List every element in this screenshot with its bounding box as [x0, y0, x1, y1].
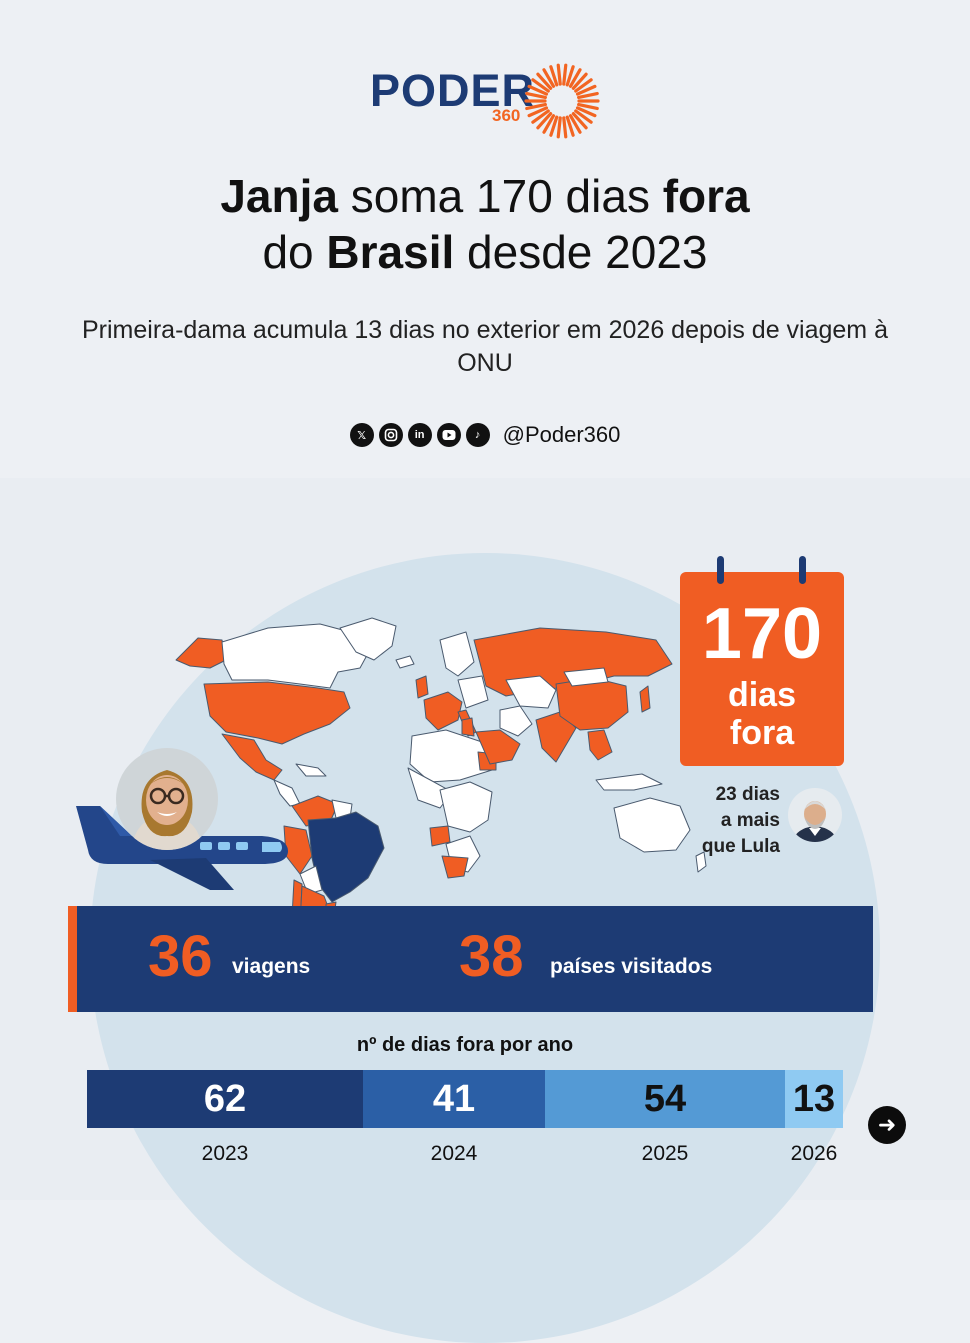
map-region-indonesia	[595, 773, 663, 791]
sunburst-icon	[524, 63, 600, 139]
map-region-egypt	[461, 717, 475, 737]
year-label-2026: 2026	[790, 1142, 838, 1165]
year-label-2023: 2023	[201, 1142, 249, 1165]
brand-number: 360	[492, 106, 521, 125]
map-region-canada	[221, 623, 373, 689]
map-region-central-america	[273, 779, 301, 807]
map-region-southeast-asia	[587, 729, 613, 761]
trips-label: viagens	[232, 955, 311, 978]
map-region-mexico	[221, 733, 283, 781]
bar-segment-2026: 13	[785, 1070, 843, 1128]
map-region-central-europe	[457, 675, 489, 709]
map-region-central-africa	[439, 781, 493, 833]
stats-accent-bar	[68, 906, 77, 1012]
calendar-ring-right	[799, 556, 806, 584]
map-region-saudi-arabia	[475, 729, 521, 765]
map-region-south-africa	[441, 855, 469, 879]
chart-title: nº de dias fora por ano	[356, 1034, 574, 1056]
lula-comparison-note: 23 dias a mais que Lula	[701, 784, 780, 857]
next-arrow-button[interactable]: ➜	[868, 1106, 906, 1144]
brand-word: PODER	[370, 65, 536, 116]
year-label-2024: 2024	[430, 1142, 478, 1165]
map-region-new-zealand	[695, 851, 707, 873]
map-region-alaska	[175, 637, 227, 669]
map-region-iceland	[395, 655, 415, 669]
map-region-angola	[429, 825, 451, 847]
map-region-caribbean	[295, 763, 327, 777]
year-label-2025: 2025	[641, 1142, 689, 1165]
map-region-japan	[639, 685, 651, 713]
world-map	[175, 617, 707, 967]
calendar-ring-left	[717, 556, 724, 584]
map-region-western-europe	[423, 691, 463, 731]
days-away-label: dias fora	[727, 676, 797, 752]
instagram-icon[interactable]	[378, 423, 403, 447]
countries-value: 38	[459, 924, 524, 989]
map-region-mongolia	[563, 667, 609, 687]
map-region-uk	[415, 675, 429, 699]
map-region-scandinavia	[439, 631, 475, 677]
linkedin-icon[interactable]: in	[407, 423, 432, 447]
days-away-number: 170	[701, 594, 823, 674]
tiktok-icon[interactable]: ♪	[465, 423, 490, 447]
map-region-central-asia	[505, 675, 557, 709]
social-bar: 𝕏 in ♪ @Poder360	[0, 422, 970, 450]
janja-avatar	[116, 748, 218, 850]
days-away-calendar: 170 dias fora	[680, 556, 844, 766]
subtitle: Primeira-dama acumula 13 dias no exterio…	[82, 316, 888, 377]
x-icon[interactable]: 𝕏	[349, 423, 374, 447]
map-region-usa	[203, 681, 351, 745]
trips-value: 36	[148, 924, 213, 989]
bar-segment-2023: 62	[87, 1070, 363, 1128]
countries-label: países visitados	[550, 955, 713, 978]
headline: Janja soma 170 dias fora do Brasil desde…	[220, 170, 750, 278]
map-region-india	[535, 711, 577, 763]
map-region-australia	[613, 797, 691, 853]
social-handle[interactable]: @Poder360	[502, 422, 621, 447]
lula-avatar	[788, 788, 842, 842]
bar-segment-2025: 54	[545, 1070, 785, 1128]
map-region-iran	[499, 705, 533, 737]
bar-segment-2024: 41	[363, 1070, 545, 1128]
days-per-year-bar: 62 41 54 13	[87, 1070, 843, 1128]
map-region-greenland	[339, 617, 397, 661]
map-region-peru	[283, 825, 313, 875]
stats-banner: 36 viagens 38 países visitados	[68, 906, 873, 1012]
youtube-icon[interactable]	[436, 423, 461, 447]
